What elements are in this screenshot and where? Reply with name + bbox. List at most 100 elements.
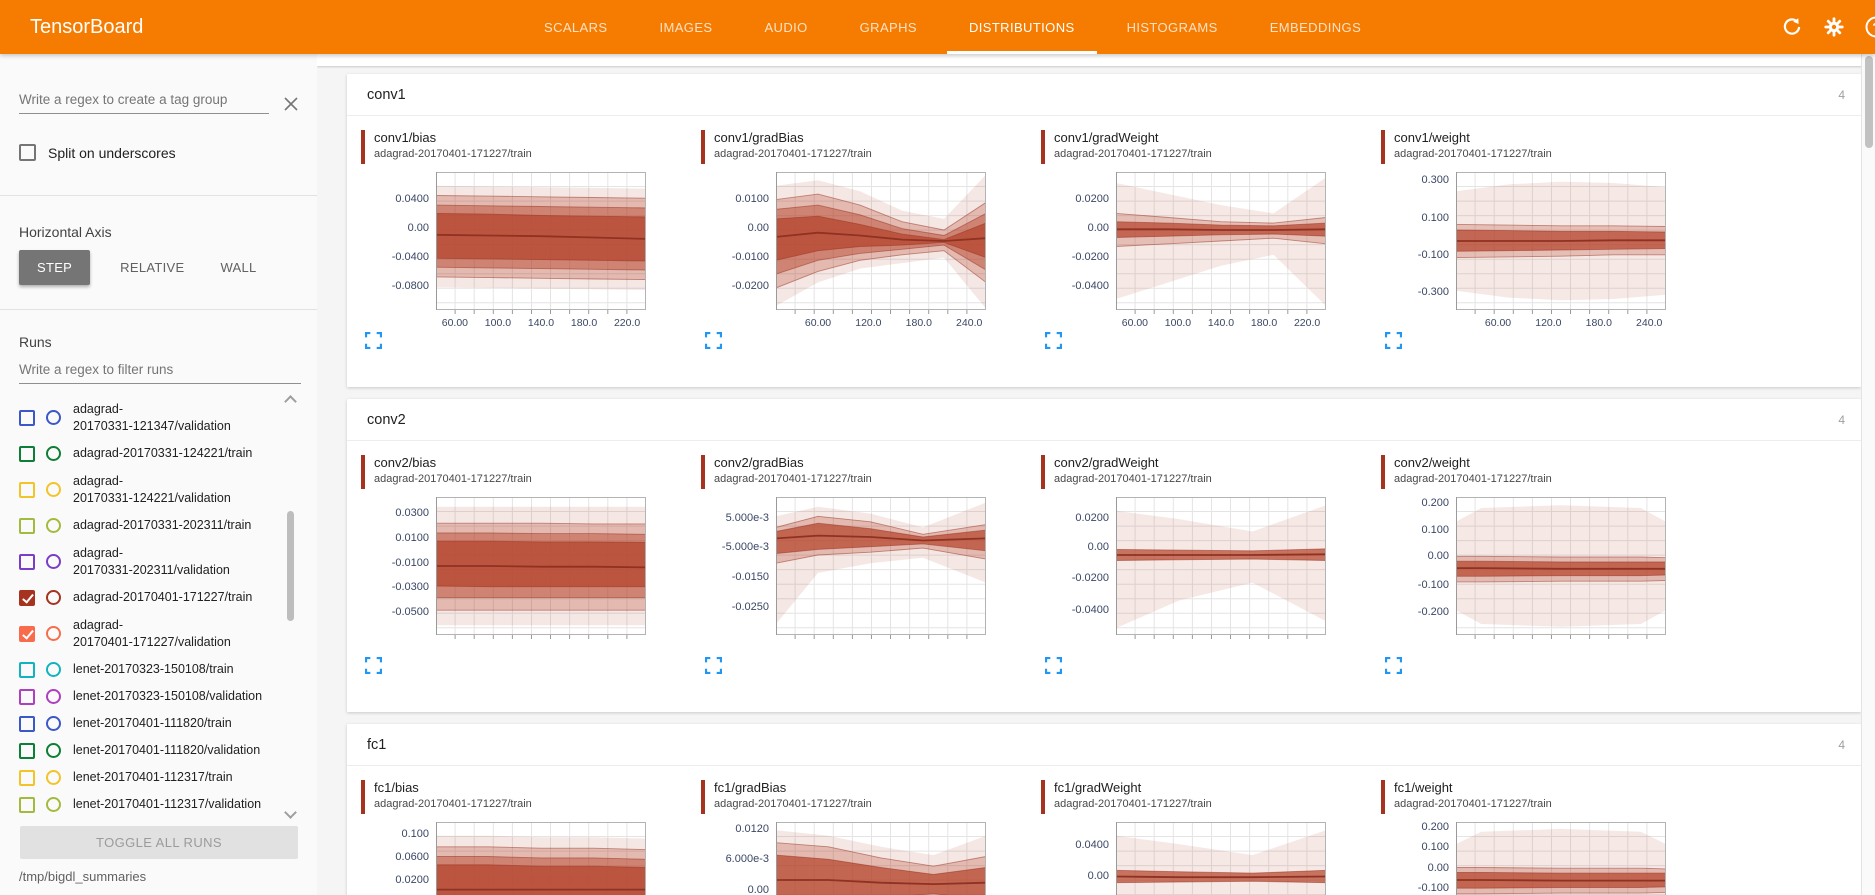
distribution-plot (1116, 172, 1326, 314)
top-strip (317, 54, 1875, 66)
run-radio[interactable] (46, 797, 61, 812)
chart-run-subtitle: adagrad-20170401-171227/train (714, 798, 872, 811)
run-color-bar (1041, 455, 1045, 489)
distribution-plot (436, 822, 646, 895)
run-color-bar (1381, 780, 1385, 814)
tag-group-regex-input[interactable] (19, 88, 269, 114)
run-label: adagrad-20170401-171227/train (73, 590, 253, 605)
chart-title: fc1/gradBias (714, 780, 787, 795)
chart-title: conv2/weight (1394, 455, 1470, 470)
run-radio[interactable] (46, 518, 61, 533)
axis-option-relative[interactable]: RELATIVE (102, 250, 202, 285)
section-card-conv2: conv2 4 conv2/bias adagrad-20170401-171227/… (347, 399, 1861, 712)
run-label: adagrad- 20170331-121347/validation (73, 402, 231, 433)
section-header-conv2[interactable]: conv2 4 (347, 399, 1861, 441)
run-checkbox[interactable] (19, 409, 35, 426)
tab-scalars[interactable]: SCALARS (544, 19, 608, 35)
chevron-up-icon[interactable] (284, 395, 297, 408)
chart-title: conv2/bias (374, 455, 437, 470)
app-title: TensorBoard (30, 15, 144, 38)
run-radio[interactable] (46, 743, 61, 758)
y-axis-labels: 0.200 0.100 0.00 -0.100 (1417, 820, 1449, 894)
run-label: adagrad-20170331-124221/train (73, 446, 253, 461)
run-radio[interactable] (46, 554, 61, 569)
help-icon[interactable]: ? (1865, 16, 1875, 38)
tab-graphs[interactable]: GRAPHS (859, 19, 917, 35)
split-underscores-row[interactable]: Split on underscores (19, 144, 176, 161)
scrollbar-thumb[interactable] (287, 511, 294, 621)
log-directory: /tmp/bigdl_summaries (19, 869, 147, 884)
run-checkbox[interactable] (19, 445, 35, 462)
run-radio[interactable] (46, 482, 61, 497)
run-radio[interactable] (46, 626, 61, 641)
chart-cell: conv2/gradWeight adagrad-20170401-171227/… (1027, 455, 1367, 679)
run-label: lenet-20170323-150108/train (73, 662, 234, 677)
run-checkbox[interactable] (19, 661, 35, 678)
settings-icon[interactable] (1823, 16, 1845, 38)
x-axis-labels: 60.00 120.0 180.0 240.0 (1484, 317, 1663, 329)
run-list-item: adagrad- 20170331-124221/validation (19, 467, 287, 512)
split-underscores-checkbox[interactable] (19, 144, 36, 161)
split-underscores-label: Split on underscores (48, 144, 176, 161)
expand-chart-icon[interactable] (1045, 657, 1062, 678)
chevron-down-icon[interactable] (284, 806, 297, 819)
divider (0, 309, 317, 310)
run-checkbox[interactable] (19, 796, 35, 813)
expand-chart-icon[interactable] (1045, 332, 1062, 353)
section-title: conv2 (367, 411, 406, 428)
run-list-item: lenet-20170401-111820/train (19, 710, 287, 737)
svg-text:?: ? (1872, 21, 1875, 35)
expand-chart-icon[interactable] (705, 332, 722, 353)
run-checkbox[interactable] (19, 742, 35, 759)
run-list-item: adagrad-20170401-171227/train (19, 584, 287, 611)
run-radio[interactable] (46, 446, 61, 461)
section-header-conv1[interactable]: conv1 4 (347, 74, 1861, 116)
axis-option-step[interactable]: STEP (19, 250, 91, 285)
run-checkbox[interactable] (19, 481, 35, 498)
run-checkbox[interactable] (19, 625, 35, 642)
run-label: lenet-20170401-112317/validation (73, 797, 262, 812)
run-checkbox[interactable] (19, 589, 35, 606)
chart-cell: conv1/weight adagrad-20170401-171227/trai… (1367, 130, 1707, 354)
tab-histograms[interactable]: HISTOGRAMS (1126, 19, 1218, 35)
y-axis-labels: 0.200 0.100 0.00 -0.100 -0.200 (1417, 496, 1449, 619)
section-header-fc1[interactable]: fc1 4 (347, 724, 1861, 766)
close-icon[interactable] (281, 94, 301, 114)
chart-cell: fc1/weight adagrad-20170401-171227/train 0… (1367, 780, 1707, 895)
runs-regex-input[interactable] (19, 358, 301, 384)
run-checkbox[interactable] (19, 688, 35, 705)
refresh-icon[interactable] (1781, 16, 1803, 38)
run-radio[interactable] (46, 662, 61, 677)
run-color-bar (1041, 130, 1045, 164)
expand-chart-icon[interactable] (705, 657, 722, 678)
run-checkbox[interactable] (19, 769, 35, 786)
tab-distributions[interactable]: DISTRIBUTIONS (943, 0, 1101, 54)
expand-chart-icon[interactable] (365, 657, 382, 678)
axis-option-wall[interactable]: WALL (202, 250, 274, 285)
run-checkbox[interactable] (19, 517, 35, 534)
run-list-item: adagrad- 20170331-121347/validation (19, 395, 287, 440)
tab-audio[interactable]: AUDIO (764, 19, 808, 35)
chart-cell: conv1/bias adagrad-20170401-171227/train 0… (347, 130, 687, 354)
run-radio[interactable] (46, 410, 61, 425)
toggle-all-runs-button[interactable]: TOGGLE ALL RUNS (20, 826, 298, 859)
run-color-bar (701, 130, 705, 164)
run-color-bar (361, 455, 365, 489)
expand-chart-icon[interactable] (1385, 332, 1402, 353)
x-axis-labels: 60.00 100.0 140.0 180.0 220.0 (1121, 317, 1321, 329)
run-list-item: lenet-20170323-150108/validation (19, 683, 287, 710)
run-color-bar (361, 780, 365, 814)
run-radio[interactable] (46, 770, 61, 785)
tab-images[interactable]: IMAGES (659, 19, 713, 35)
section-title: conv1 (367, 86, 406, 103)
chart-run-subtitle: adagrad-20170401-171227/train (714, 148, 872, 161)
run-radio[interactable] (46, 689, 61, 704)
expand-chart-icon[interactable] (365, 332, 382, 353)
expand-chart-icon[interactable] (1385, 657, 1402, 678)
run-checkbox[interactable] (19, 553, 35, 570)
run-radio[interactable] (46, 590, 61, 605)
page-scrollbar-thumb[interactable] (1865, 56, 1873, 148)
tab-embeddings[interactable]: EMBEDDINGS (1269, 19, 1362, 35)
run-radio[interactable] (46, 716, 61, 731)
run-checkbox[interactable] (19, 715, 35, 732)
